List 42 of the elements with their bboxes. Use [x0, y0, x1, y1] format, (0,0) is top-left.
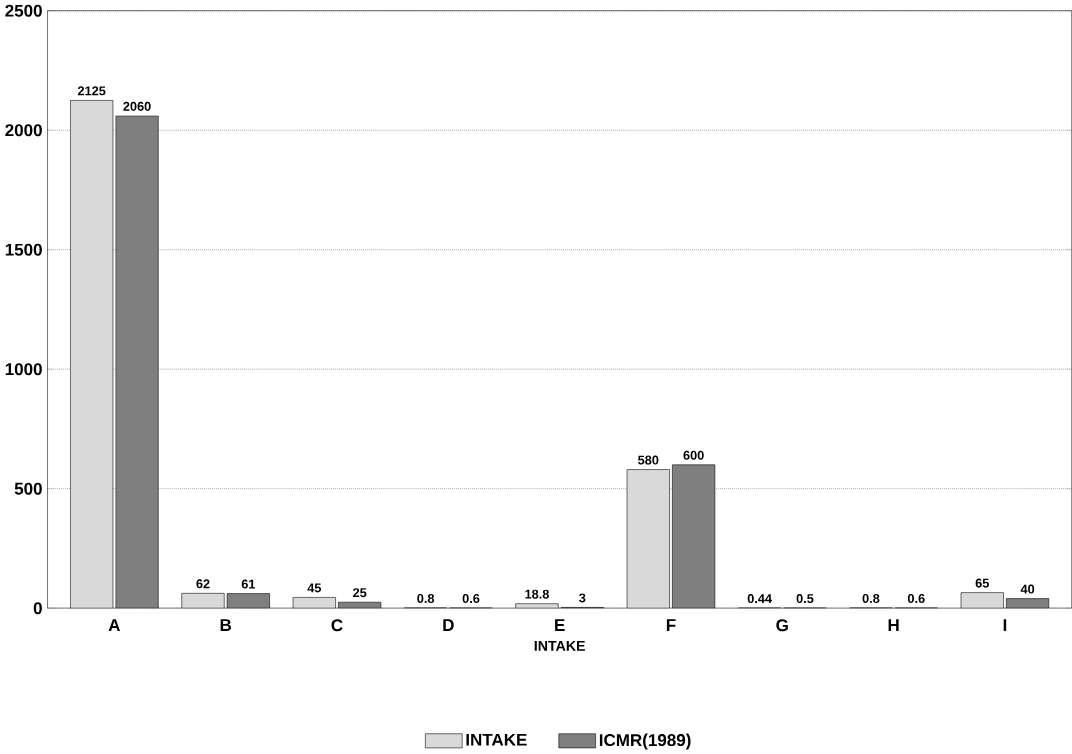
data-label: 65 [975, 578, 989, 588]
x-tick-label: B [220, 619, 232, 632]
bar [672, 464, 716, 609]
x-axis-title: INTAKE [534, 641, 585, 651]
data-label: 40 [1020, 584, 1035, 594]
y-tick-label: 2000 [5, 124, 42, 137]
data-label: 18.8 [525, 589, 549, 599]
x-tick-label: A [108, 619, 121, 632]
x-tick-label: D [443, 619, 454, 632]
bar [292, 597, 336, 609]
data-label: 0.8 [862, 594, 880, 604]
y-tick-label: 500 [14, 482, 42, 495]
y-tick-label: 1000 [5, 363, 42, 376]
x-tick-label: I [1003, 619, 1007, 632]
data-label: 580 [638, 455, 659, 465]
x-tick-label: F [666, 619, 676, 632]
data-label: 61 [241, 579, 256, 589]
data-label: 3 [579, 593, 586, 603]
legend-label: ICMR(1989) [599, 733, 691, 750]
x-tick-label: E [555, 619, 565, 632]
data-label: 62 [196, 579, 210, 589]
x-tick-label: G [776, 619, 788, 632]
data-label: 0.6 [907, 594, 925, 604]
bar [338, 602, 382, 609]
data-label: 2060 [123, 101, 151, 112]
data-label: 0.5 [796, 594, 814, 604]
data-label: 25 [353, 588, 367, 598]
bar [1006, 598, 1050, 609]
y-tick-label: 1500 [5, 243, 42, 256]
data-label: 2125 [77, 86, 106, 96]
data-label: 600 [683, 450, 704, 460]
x-tick-label: C [331, 619, 343, 632]
legend-label: INTAKE [466, 734, 527, 746]
y-tick-label: 0 [33, 602, 42, 615]
data-label: 0.44 [747, 594, 772, 604]
data-label: 0.8 [417, 594, 435, 604]
x-tick-label: H [888, 619, 899, 632]
data-label: 45 [307, 583, 322, 593]
data-label: 0.6 [462, 594, 480, 604]
bar [626, 469, 670, 609]
bar [960, 592, 1004, 609]
y-tick-label: 2500 [5, 4, 42, 17]
